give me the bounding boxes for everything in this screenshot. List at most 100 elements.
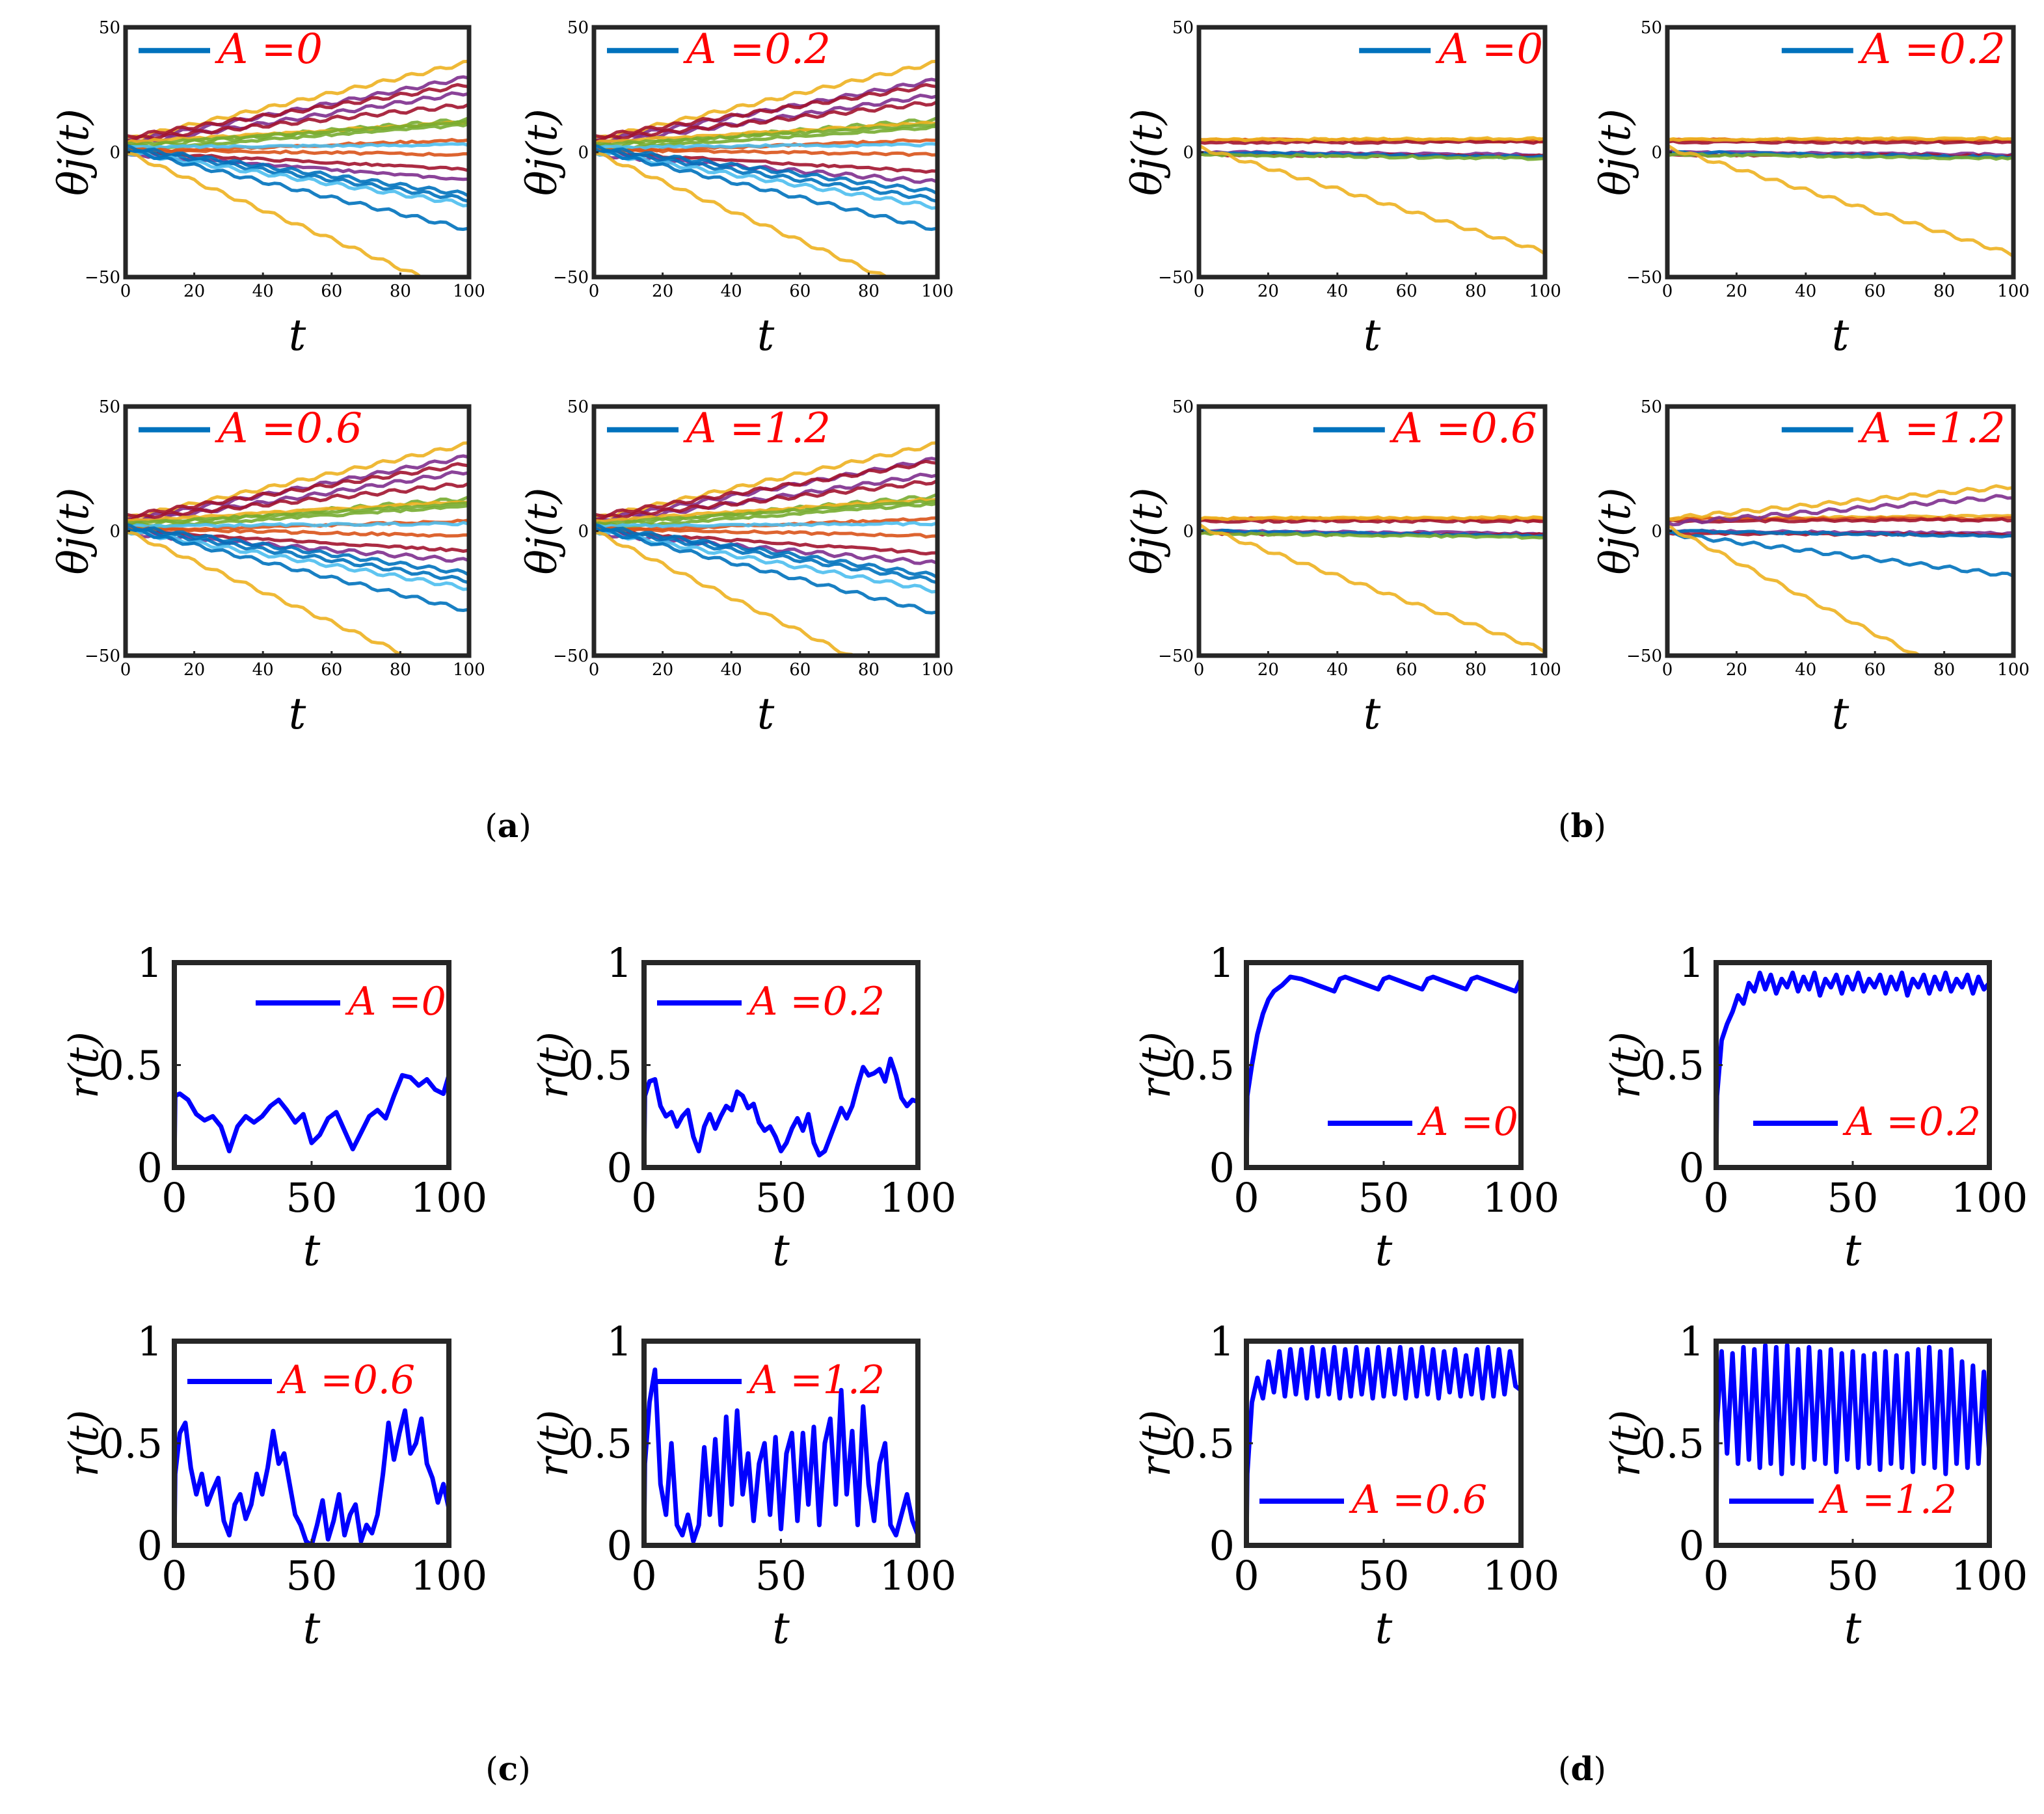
x-tick-label-d4-0: 0 bbox=[1703, 1552, 1728, 1599]
x-tick-label-d3-0: 0 bbox=[1233, 1552, 1259, 1599]
x-tick-label-d3-1: 50 bbox=[1358, 1552, 1410, 1599]
chart-d4: 0 50 100 0 0.5 1 t r(t) A =1.2 bbox=[1602, 1318, 2028, 1653]
x-tick-label-a3-3: 60 bbox=[321, 660, 342, 680]
r-line-d1 bbox=[1246, 974, 1521, 1167]
x-tick-label-b3-0: 0 bbox=[1194, 660, 1205, 680]
x-tick-label-a3-1: 20 bbox=[183, 660, 205, 680]
r-line-c2 bbox=[644, 1056, 918, 1167]
trajectory-b4-8 bbox=[1667, 522, 1923, 656]
r-line-d3 bbox=[1246, 1344, 1521, 1545]
y-tick-label-a4-0: −50 bbox=[553, 647, 589, 666]
x-tick-label-b1-4: 80 bbox=[1465, 282, 1486, 301]
y-tick-label-c1-2: 1 bbox=[137, 939, 163, 987]
trajectory-b4-7 bbox=[1667, 530, 2013, 578]
trajectory-a4-6 bbox=[594, 497, 937, 524]
y-tick-label-b1-2: 50 bbox=[1172, 18, 1194, 38]
panel-label-d-letter: d bbox=[1570, 1750, 1594, 1788]
legend-label-b1: A =0 bbox=[1435, 25, 1543, 73]
y-tick-label-c1-0: 0 bbox=[137, 1144, 163, 1192]
y-tick-label-b2-1: 0 bbox=[1651, 143, 1662, 163]
y-tick-label-c3-2: 1 bbox=[137, 1318, 163, 1365]
y-axis-label-a4: θj(t) bbox=[518, 487, 567, 574]
legend-d2: A =0.2 bbox=[1753, 1099, 1981, 1145]
trajectory-a4-15 bbox=[594, 526, 937, 585]
x-tick-label-d2-0: 0 bbox=[1703, 1174, 1728, 1221]
x-tick-label-d1-0: 0 bbox=[1233, 1174, 1259, 1221]
legend-label-c2: A =0.2 bbox=[746, 979, 885, 1024]
r-line-d2 bbox=[1716, 970, 1989, 1167]
x-tick-label-b4-2: 40 bbox=[1795, 660, 1816, 680]
trajectory-a1-13 bbox=[126, 152, 469, 181]
trajectory-b2-3 bbox=[1667, 135, 2013, 142]
x-axis-label-c3: t bbox=[303, 1603, 321, 1653]
y-tick-label-d1-0: 0 bbox=[1209, 1144, 1235, 1192]
y-tick-label-a2-0: −50 bbox=[553, 268, 589, 287]
trajectory-a2-15 bbox=[594, 147, 937, 204]
trajectory-a2-2 bbox=[594, 83, 937, 139]
trajectory-a2-16 bbox=[594, 151, 937, 210]
panel-label-b-letter: b bbox=[1570, 807, 1594, 845]
x-tick-label-a1-5: 100 bbox=[453, 282, 485, 301]
y-axis-label-d3: r(t) bbox=[1132, 1410, 1179, 1477]
legend-b3: A =0.6 bbox=[1313, 405, 1537, 453]
y-tick-label-a3-1: 0 bbox=[109, 522, 120, 542]
y-axis-label-c1: r(t) bbox=[60, 1032, 107, 1099]
x-tick-label-a2-1: 20 bbox=[652, 282, 673, 301]
trajectory-a1-15 bbox=[126, 147, 469, 204]
panel-label-a-close: ) bbox=[518, 807, 531, 845]
panel-label-c-letter: c bbox=[498, 1750, 518, 1788]
x-tick-label-d2-2: 100 bbox=[1951, 1174, 2028, 1221]
panel-label-c-close: ) bbox=[518, 1750, 531, 1788]
trajectory-a3-7 bbox=[126, 501, 469, 525]
trajectory-b3-2 bbox=[1199, 518, 1545, 524]
plot-area-b1 bbox=[1199, 136, 1545, 256]
x-tick-label-b2-4: 80 bbox=[1933, 282, 1955, 301]
x-axis-label-b2: t bbox=[1832, 310, 1849, 360]
chart-d2: 0 50 100 0 0.5 1 t r(t) A =0.2 bbox=[1602, 939, 2028, 1275]
y-tick-label-a3-2: 50 bbox=[99, 397, 120, 417]
legend-a1: A =0 bbox=[139, 25, 323, 73]
trajectory-a1-2 bbox=[126, 83, 469, 139]
y-axis-label-b3: θj(t) bbox=[1123, 487, 1172, 574]
legend-a4: A =1.2 bbox=[607, 405, 831, 453]
legend-d3: A =0.6 bbox=[1259, 1477, 1487, 1523]
panel-label-d: (d) bbox=[1558, 1750, 1606, 1788]
y-tick-label-a3-0: −50 bbox=[85, 647, 120, 666]
panel-label-a-open: ( bbox=[485, 807, 498, 845]
x-tick-label-d1-1: 50 bbox=[1358, 1174, 1410, 1221]
x-axis-label-b4: t bbox=[1832, 689, 1849, 739]
trajectory-a1-18 bbox=[126, 152, 424, 277]
trajectory-a2-17 bbox=[594, 149, 937, 232]
x-tick-label-a3-2: 40 bbox=[252, 660, 274, 680]
x-axis-label-d1: t bbox=[1375, 1225, 1393, 1275]
x-tick-label-b1-0: 0 bbox=[1194, 282, 1205, 301]
x-tick-label-b4-1: 20 bbox=[1726, 660, 1747, 680]
y-axis-label-b4: θj(t) bbox=[1592, 487, 1640, 574]
x-tick-label-b4-3: 60 bbox=[1864, 660, 1886, 680]
trajectory-b3-3 bbox=[1199, 514, 1545, 522]
x-tick-label-b1-2: 40 bbox=[1326, 282, 1348, 301]
y-tick-label-a1-1: 0 bbox=[109, 143, 120, 163]
chart-d3: 0 50 100 0 0.5 1 t r(t) A =0.6 bbox=[1132, 1318, 1559, 1653]
y-axis-label-d4: r(t) bbox=[1602, 1410, 1649, 1477]
x-tick-label-b3-1: 20 bbox=[1257, 660, 1279, 680]
x-tick-label-a2-5: 100 bbox=[921, 282, 954, 301]
x-axis-label-d2: t bbox=[1844, 1225, 1862, 1275]
r-line-d4 bbox=[1716, 1342, 1989, 1545]
x-tick-label-b3-5: 100 bbox=[1529, 660, 1561, 680]
y-tick-label-c4-0: 0 bbox=[607, 1522, 632, 1569]
plot-area-d3 bbox=[1246, 1344, 1521, 1545]
y-axis-label-b2: θj(t) bbox=[1592, 109, 1640, 196]
panel-label-c: (c) bbox=[485, 1750, 530, 1788]
y-axis-label-d1: r(t) bbox=[1132, 1032, 1179, 1099]
trajectory-a3-17 bbox=[126, 528, 469, 612]
trajectory-a1-16 bbox=[126, 151, 469, 207]
legend-label-c1: A =0 bbox=[345, 979, 446, 1024]
x-axis-label-d3: t bbox=[1375, 1603, 1393, 1653]
chart-d1: 0 50 100 0 0.5 1 t r(t) A =0 bbox=[1132, 939, 1559, 1275]
x-tick-label-b4-0: 0 bbox=[1662, 660, 1673, 680]
x-tick-label-d1-2: 100 bbox=[1483, 1174, 1559, 1221]
